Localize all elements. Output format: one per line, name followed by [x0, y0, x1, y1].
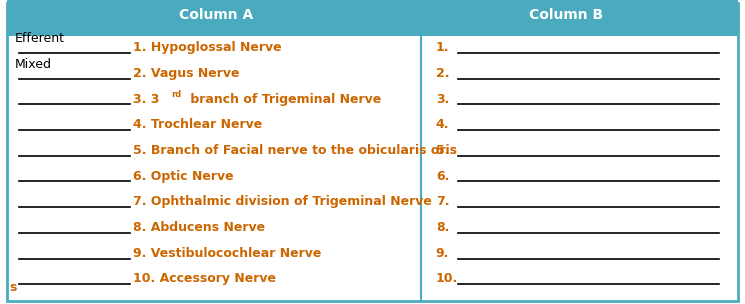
- Text: 5.: 5.: [436, 144, 449, 157]
- Text: Column A: Column A: [179, 8, 253, 22]
- Text: 5. Branch of Facial nerve to the obicularis oris: 5. Branch of Facial nerve to the obicula…: [133, 144, 457, 157]
- Text: 10. Accessory Nerve: 10. Accessory Nerve: [133, 272, 276, 285]
- Text: 4.: 4.: [436, 118, 449, 131]
- Text: Efferent: Efferent: [15, 32, 65, 45]
- Text: 7.: 7.: [436, 195, 449, 209]
- Text: rd: rd: [171, 90, 182, 99]
- Text: 6. Optic Nerve: 6. Optic Nerve: [133, 170, 233, 183]
- Text: 2.: 2.: [436, 67, 449, 80]
- Text: s: s: [9, 281, 16, 294]
- FancyBboxPatch shape: [7, 0, 738, 36]
- Text: 8. Abducens Nerve: 8. Abducens Nerve: [133, 221, 264, 234]
- Text: branch of Trigeminal Nerve: branch of Trigeminal Nerve: [186, 93, 381, 106]
- Text: Column B: Column B: [529, 8, 603, 22]
- Text: 1. Hypoglossal Nerve: 1. Hypoglossal Nerve: [133, 41, 281, 54]
- Text: 6.: 6.: [436, 170, 449, 183]
- Text: 1.: 1.: [436, 41, 449, 54]
- Text: 9. Vestibulocochlear Nerve: 9. Vestibulocochlear Nerve: [133, 247, 321, 260]
- Text: 3. 3: 3. 3: [133, 93, 159, 106]
- Text: 7. Ophthalmic division of Trigeminal Nerve: 7. Ophthalmic division of Trigeminal Ner…: [133, 195, 431, 209]
- FancyBboxPatch shape: [7, 3, 738, 301]
- Text: 4. Trochlear Nerve: 4. Trochlear Nerve: [133, 118, 261, 131]
- Text: Mixed: Mixed: [15, 58, 52, 71]
- Text: 10.: 10.: [436, 272, 458, 285]
- Text: 8.: 8.: [436, 221, 449, 234]
- Text: 2. Vagus Nerve: 2. Vagus Nerve: [133, 67, 239, 80]
- Text: 3.: 3.: [436, 93, 449, 106]
- Text: 9.: 9.: [436, 247, 449, 260]
